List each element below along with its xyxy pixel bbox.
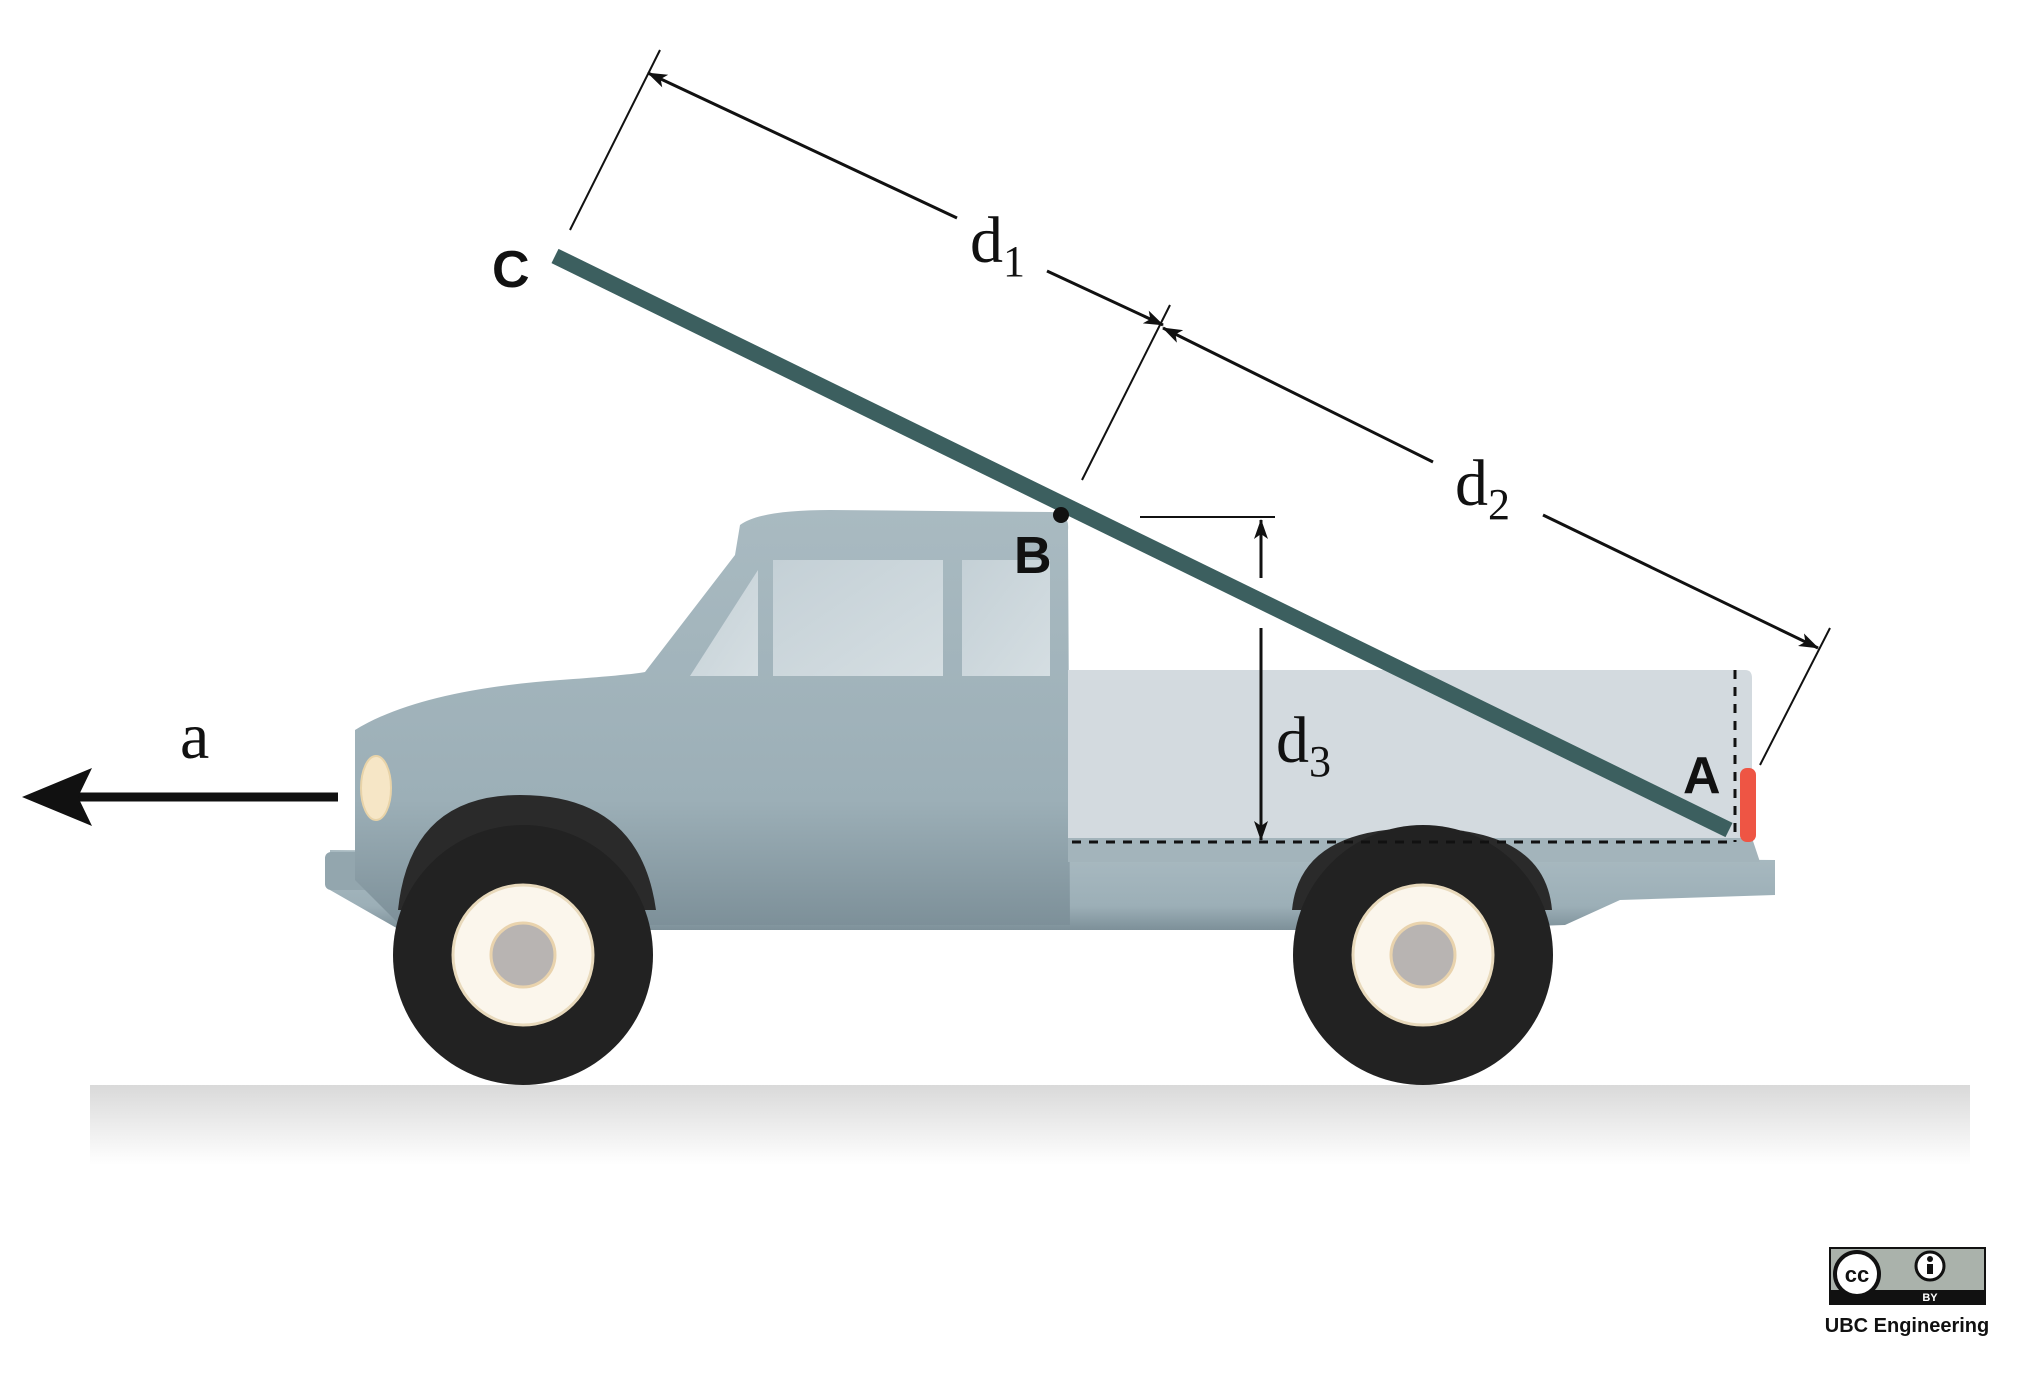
credit-text: UBC Engineering [1825, 1315, 1989, 1337]
rear-wheel [1293, 825, 1553, 1085]
ground [90, 1085, 1970, 1165]
d3-label: d3 [1276, 704, 1331, 786]
front-wheel [393, 825, 653, 1085]
d2-arrow-right [1542, 513, 1819, 650]
point-b-dot [1053, 507, 1069, 523]
headlight [360, 755, 392, 821]
front-window [690, 570, 758, 676]
cc-icon [1833, 1250, 1881, 1298]
d1-label: d1 [970, 204, 1025, 286]
extension-line-mid [1081, 304, 1171, 481]
acceleration-arrow-head [22, 768, 92, 826]
svg-text:BY: BY [1922, 1292, 1938, 1304]
extension-line-a [1759, 627, 1831, 766]
tail-light [1740, 768, 1756, 842]
acceleration-arrow [22, 768, 338, 826]
d2-label: d2 [1455, 447, 1510, 529]
side-window-rear [962, 560, 1050, 676]
extension-line-c [569, 49, 661, 231]
point-a-label: A [1683, 747, 1721, 805]
d1-arrow-left [647, 71, 958, 220]
point-b-label: B [1014, 527, 1052, 585]
d2-arrow-left [1162, 326, 1434, 464]
pickup-truck [325, 510, 1775, 1085]
svg-text:cc: cc [1845, 1262, 1869, 1287]
point-c-label: C [492, 241, 530, 299]
truck-bed [1068, 670, 1752, 840]
cc-by-license-badge: cc BY [1829, 1247, 1986, 1305]
side-window-front [773, 560, 943, 676]
acceleration-label: a [180, 700, 209, 773]
d1-arrow-right [1046, 269, 1164, 327]
beam [551, 248, 1733, 838]
